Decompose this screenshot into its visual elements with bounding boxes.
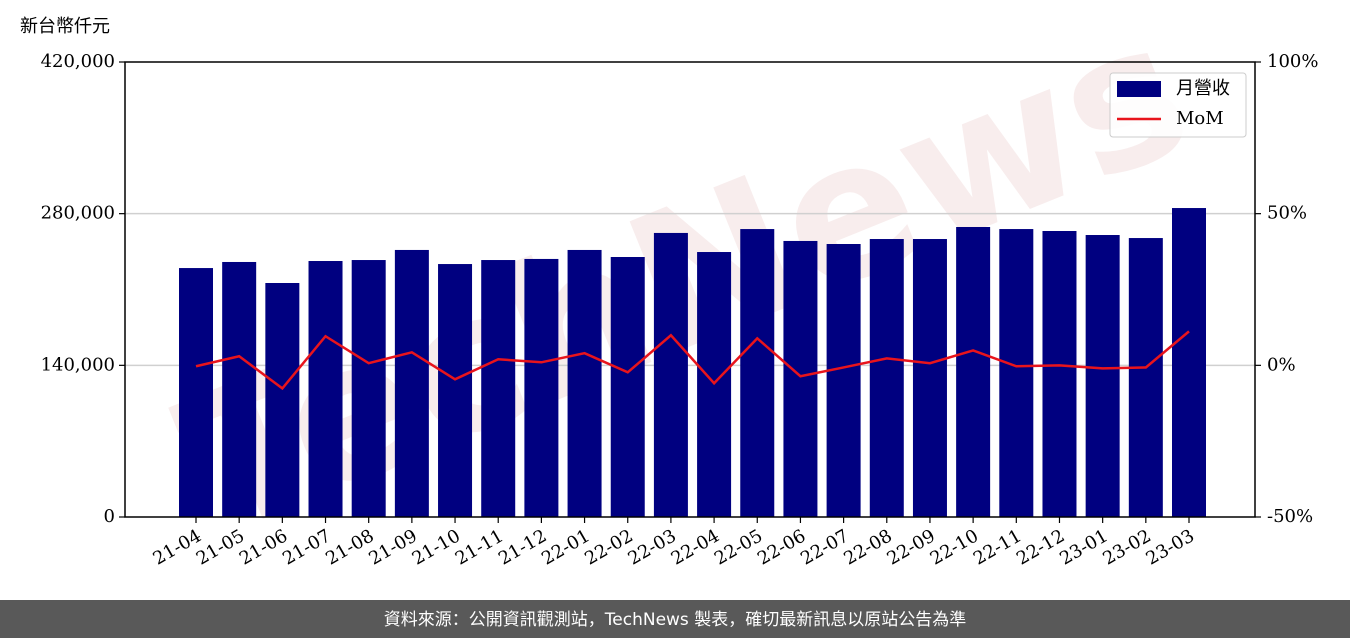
plot-frame <box>124 61 1256 518</box>
source-note: 資料來源：公開資訊觀測站，TechNews 製表，確切最新訊息以原站公告為準 <box>384 610 966 630</box>
x-tick-label: 22-03 <box>624 525 679 569</box>
bar <box>308 261 343 517</box>
x-tick-label: 22-08 <box>840 525 895 569</box>
x-tick-label: 23-02 <box>1099 525 1154 569</box>
line <box>195 330 1190 391</box>
bar <box>567 249 602 518</box>
x-tick-label: 23-03 <box>1143 525 1198 569</box>
x-tick-label: 22-11 <box>970 525 1025 569</box>
x-tick-label: 22-02 <box>581 525 636 569</box>
bar <box>653 232 688 517</box>
legend-swatch <box>1117 81 1161 97</box>
x-tick-label: 21-12 <box>495 525 550 569</box>
bar <box>179 268 213 517</box>
x-tick-label: 22-04 <box>668 525 723 569</box>
y-tick-label: 280,000 <box>41 203 115 224</box>
y2-tick-label: -50% <box>1267 506 1313 527</box>
bar <box>999 229 1034 518</box>
bar <box>912 239 947 517</box>
bar <box>524 258 559 517</box>
x-tick-label: 22-01 <box>538 525 593 569</box>
bar <box>740 229 775 518</box>
x-tick-label: 21-04 <box>150 525 205 569</box>
bar <box>956 226 991 517</box>
bar <box>783 240 818 517</box>
y-axis-label: 新台幣仟元 <box>20 16 110 37</box>
x-tick-label: 21-10 <box>409 525 464 569</box>
bar <box>438 264 473 517</box>
x-tick-label: 21-11 <box>452 525 507 569</box>
bar <box>1172 208 1206 518</box>
bar <box>265 283 300 517</box>
y2-tick-label: 50% <box>1267 203 1307 224</box>
bar <box>394 249 429 518</box>
bar <box>1128 238 1163 517</box>
x-tick-label: 22-10 <box>927 525 982 569</box>
x-tick-label: 23-01 <box>1056 525 1111 569</box>
y-tick-label: 140,000 <box>41 354 115 375</box>
bar <box>351 260 386 517</box>
y2-tick-label: 0% <box>1267 354 1296 375</box>
bar <box>1042 231 1077 517</box>
x-tick-label: 22-12 <box>1013 525 1068 569</box>
bar <box>481 260 516 517</box>
x-tick-label: 21-09 <box>365 525 420 569</box>
x-tick-label: 22-06 <box>754 525 809 569</box>
y2-tick-label: 100% <box>1267 51 1318 72</box>
x-tick-label: 22-07 <box>797 525 852 569</box>
y-tick-label: 420,000 <box>41 51 115 72</box>
bar <box>826 244 861 517</box>
legend-label: MoM <box>1176 108 1224 129</box>
legend-label: 月營收 <box>1176 78 1230 99</box>
x-tick-label: 22-09 <box>884 525 939 569</box>
bar <box>1085 235 1120 517</box>
y-tick-label: 0 <box>104 506 115 527</box>
bar <box>222 261 257 517</box>
bar <box>610 257 645 517</box>
x-tick-label: 22-05 <box>711 525 766 569</box>
footer-bar <box>0 600 1350 638</box>
bar <box>869 239 904 517</box>
